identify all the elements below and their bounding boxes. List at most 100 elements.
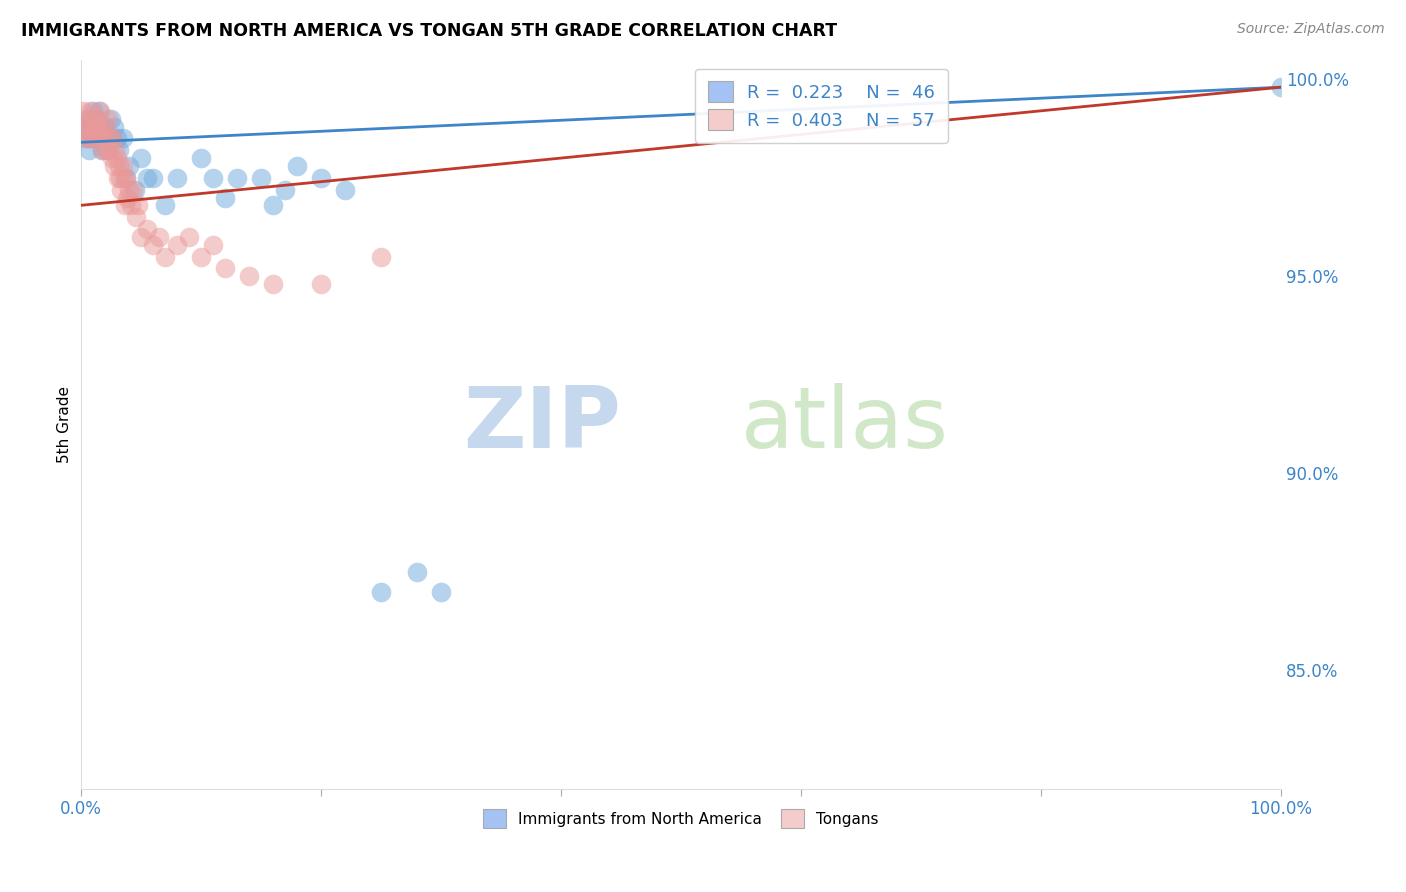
Point	[105, 131, 128, 145]
Point	[108, 159, 131, 173]
Point	[262, 198, 284, 212]
Point	[105, 151, 128, 165]
Legend: Immigrants from North America, Tongans: Immigrants from North America, Tongans	[475, 802, 886, 836]
Point	[100, 151, 122, 165]
Point	[129, 151, 152, 165]
Point	[214, 190, 236, 204]
Point	[262, 277, 284, 292]
Point	[249, 170, 271, 185]
Point	[129, 230, 152, 244]
Point	[80, 120, 103, 134]
Point	[96, 143, 118, 157]
Point	[104, 143, 127, 157]
Point	[166, 170, 188, 185]
Point	[96, 131, 118, 145]
Point	[83, 131, 105, 145]
Point	[153, 250, 176, 264]
Point	[135, 222, 157, 236]
Point	[148, 230, 170, 244]
Point	[82, 103, 104, 118]
Point	[1270, 80, 1292, 95]
Point	[76, 112, 98, 126]
Point	[103, 159, 125, 173]
Point	[225, 170, 247, 185]
Point	[75, 131, 97, 145]
Y-axis label: 5th Grade: 5th Grade	[58, 385, 72, 463]
Point	[190, 151, 212, 165]
Point	[86, 131, 108, 145]
Point	[141, 237, 163, 252]
Point	[429, 584, 451, 599]
Point	[89, 103, 111, 118]
Point	[93, 120, 115, 134]
Point	[89, 120, 111, 134]
Point	[370, 250, 392, 264]
Point	[90, 131, 112, 145]
Point	[117, 190, 139, 204]
Point	[86, 112, 108, 126]
Point	[122, 183, 145, 197]
Point	[91, 131, 114, 145]
Text: atlas: atlas	[741, 383, 949, 466]
Point	[309, 277, 332, 292]
Point	[100, 131, 122, 145]
Point	[214, 261, 236, 276]
Point	[124, 183, 146, 197]
Point	[107, 170, 129, 185]
Point	[79, 120, 101, 134]
Point	[100, 131, 122, 145]
Point	[201, 170, 224, 185]
Text: ZIP: ZIP	[463, 383, 620, 466]
Point	[117, 183, 139, 197]
Point	[82, 131, 104, 145]
Point	[115, 170, 138, 185]
Point	[84, 120, 107, 134]
Point	[87, 103, 110, 118]
Point	[112, 170, 135, 185]
Point	[370, 584, 392, 599]
Point	[110, 183, 132, 197]
Text: IMMIGRANTS FROM NORTH AMERICA VS TONGAN 5TH GRADE CORRELATION CHART: IMMIGRANTS FROM NORTH AMERICA VS TONGAN …	[21, 22, 837, 40]
Point	[153, 198, 176, 212]
Point	[76, 131, 98, 145]
Text: Source: ZipAtlas.com: Source: ZipAtlas.com	[1237, 22, 1385, 37]
Point	[84, 112, 107, 126]
Point	[125, 211, 148, 225]
Point	[141, 170, 163, 185]
Point	[190, 250, 212, 264]
Point	[80, 131, 103, 145]
Point	[135, 170, 157, 185]
Point	[238, 269, 260, 284]
Point	[72, 103, 94, 118]
Point	[76, 120, 98, 134]
Point	[273, 183, 295, 197]
Point	[97, 112, 120, 126]
Point	[93, 120, 115, 134]
Point	[177, 230, 200, 244]
Point	[77, 143, 100, 157]
Point	[84, 120, 107, 134]
Point	[94, 143, 117, 157]
Point	[108, 143, 131, 157]
Point	[100, 112, 122, 126]
Point	[98, 143, 121, 157]
Point	[83, 112, 105, 126]
Point	[120, 198, 142, 212]
Point	[111, 159, 134, 173]
Point	[201, 237, 224, 252]
Point	[111, 131, 134, 145]
Point	[91, 143, 114, 157]
Point	[115, 170, 138, 185]
Point	[94, 131, 117, 145]
Point	[90, 120, 112, 134]
Point	[77, 131, 100, 145]
Point	[127, 198, 149, 212]
Point	[73, 120, 96, 134]
Point	[333, 183, 356, 197]
Point	[108, 170, 131, 185]
Point	[309, 170, 332, 185]
Point	[117, 159, 139, 173]
Point	[405, 565, 427, 579]
Point	[87, 131, 110, 145]
Point	[91, 143, 114, 157]
